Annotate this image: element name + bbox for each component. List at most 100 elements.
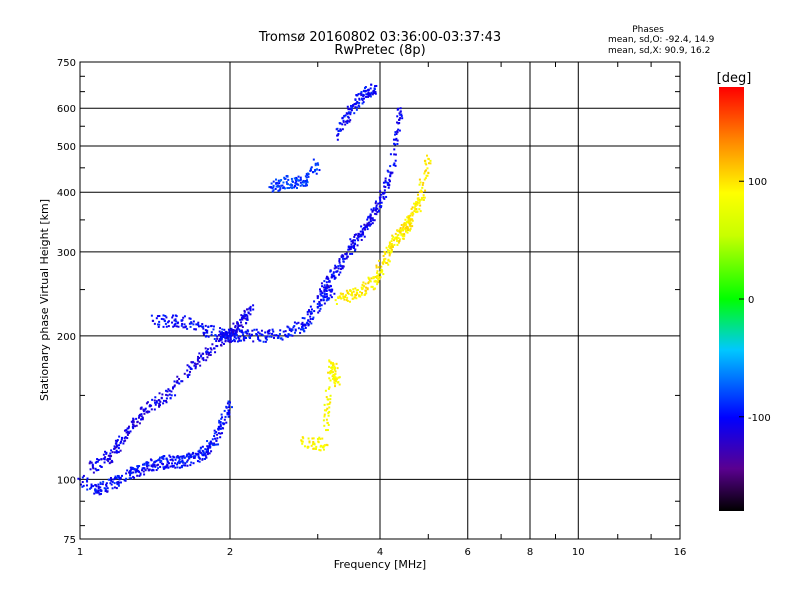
data-point [141, 418, 144, 421]
data-point [104, 490, 107, 493]
data-point [163, 319, 166, 322]
data-point [384, 253, 387, 256]
data-point [132, 468, 135, 471]
data-point [380, 265, 383, 268]
data-point [398, 118, 401, 121]
data-point [186, 464, 189, 467]
data-point [346, 255, 349, 258]
data-point [301, 181, 304, 184]
data-point [421, 183, 424, 186]
data-point [301, 321, 304, 324]
data-point [249, 307, 252, 310]
data-point [337, 265, 340, 268]
data-point [161, 393, 164, 396]
data-point [234, 331, 237, 334]
data-point [395, 132, 398, 135]
data-point [416, 203, 419, 206]
data-point [104, 450, 107, 453]
x-tick-label: 2 [227, 547, 233, 558]
data-point [190, 461, 193, 464]
data-point [140, 418, 143, 421]
data-point [229, 336, 232, 339]
data-point [389, 153, 392, 156]
data-point [221, 328, 224, 331]
data-point [354, 103, 357, 106]
data-point [301, 440, 304, 443]
data-point [196, 358, 199, 361]
data-point [244, 331, 247, 334]
data-point [304, 324, 307, 327]
data-point [416, 193, 419, 196]
data-point [369, 95, 372, 98]
data-point [329, 269, 332, 272]
data-point [286, 175, 289, 178]
data-point [210, 450, 213, 453]
data-point [399, 230, 402, 233]
data-point [166, 394, 169, 397]
data-point [284, 333, 287, 336]
data-point [361, 102, 364, 105]
data-point [300, 439, 303, 442]
data-point [337, 132, 340, 135]
data-point [110, 449, 113, 452]
data-point [301, 326, 304, 329]
data-point [209, 440, 212, 443]
data-point [289, 334, 292, 337]
data-point [197, 324, 200, 327]
data-point [217, 334, 220, 337]
data-point [165, 393, 168, 396]
data-point [105, 452, 108, 455]
data-point [138, 465, 141, 468]
data-point [265, 338, 268, 341]
data-point [115, 446, 118, 449]
data-point [365, 286, 368, 289]
data-point [379, 206, 382, 209]
data-point [372, 90, 375, 93]
data-point [352, 239, 355, 242]
data-point [379, 197, 382, 200]
data-point [246, 315, 249, 318]
data-point [362, 281, 365, 284]
data-point [299, 178, 302, 181]
data-point [223, 409, 226, 412]
data-point [324, 289, 327, 292]
data-point [181, 455, 184, 458]
data-point [106, 458, 109, 461]
data-point [192, 452, 195, 455]
data-point [419, 210, 422, 213]
data-point [300, 440, 303, 443]
data-point [194, 328, 197, 331]
data-point [318, 302, 321, 305]
data-point [189, 366, 192, 369]
data-point [379, 190, 382, 193]
data-point [353, 112, 356, 115]
data-point [115, 449, 118, 452]
data-point [184, 326, 187, 329]
data-point [327, 387, 330, 390]
data-point [396, 139, 399, 142]
data-point [358, 294, 361, 297]
data-point [234, 326, 237, 329]
data-point [281, 184, 284, 187]
data-point [219, 436, 222, 439]
data-point [115, 476, 118, 479]
data-point [272, 189, 275, 192]
data-point [223, 422, 226, 425]
data-point [110, 479, 113, 482]
data-point [310, 166, 313, 169]
data-point [315, 445, 318, 448]
data-point [380, 268, 383, 271]
data-point [380, 201, 383, 204]
plot-frame [79, 61, 681, 540]
data-point [229, 401, 231, 404]
data-point [199, 447, 202, 450]
data-point [101, 483, 104, 486]
data-point [115, 451, 118, 454]
data-point [201, 445, 204, 448]
data-point [221, 341, 224, 344]
data-point [363, 285, 366, 288]
data-point [409, 227, 412, 230]
data-point [378, 278, 381, 281]
data-point [204, 324, 207, 327]
data-point [330, 296, 333, 299]
